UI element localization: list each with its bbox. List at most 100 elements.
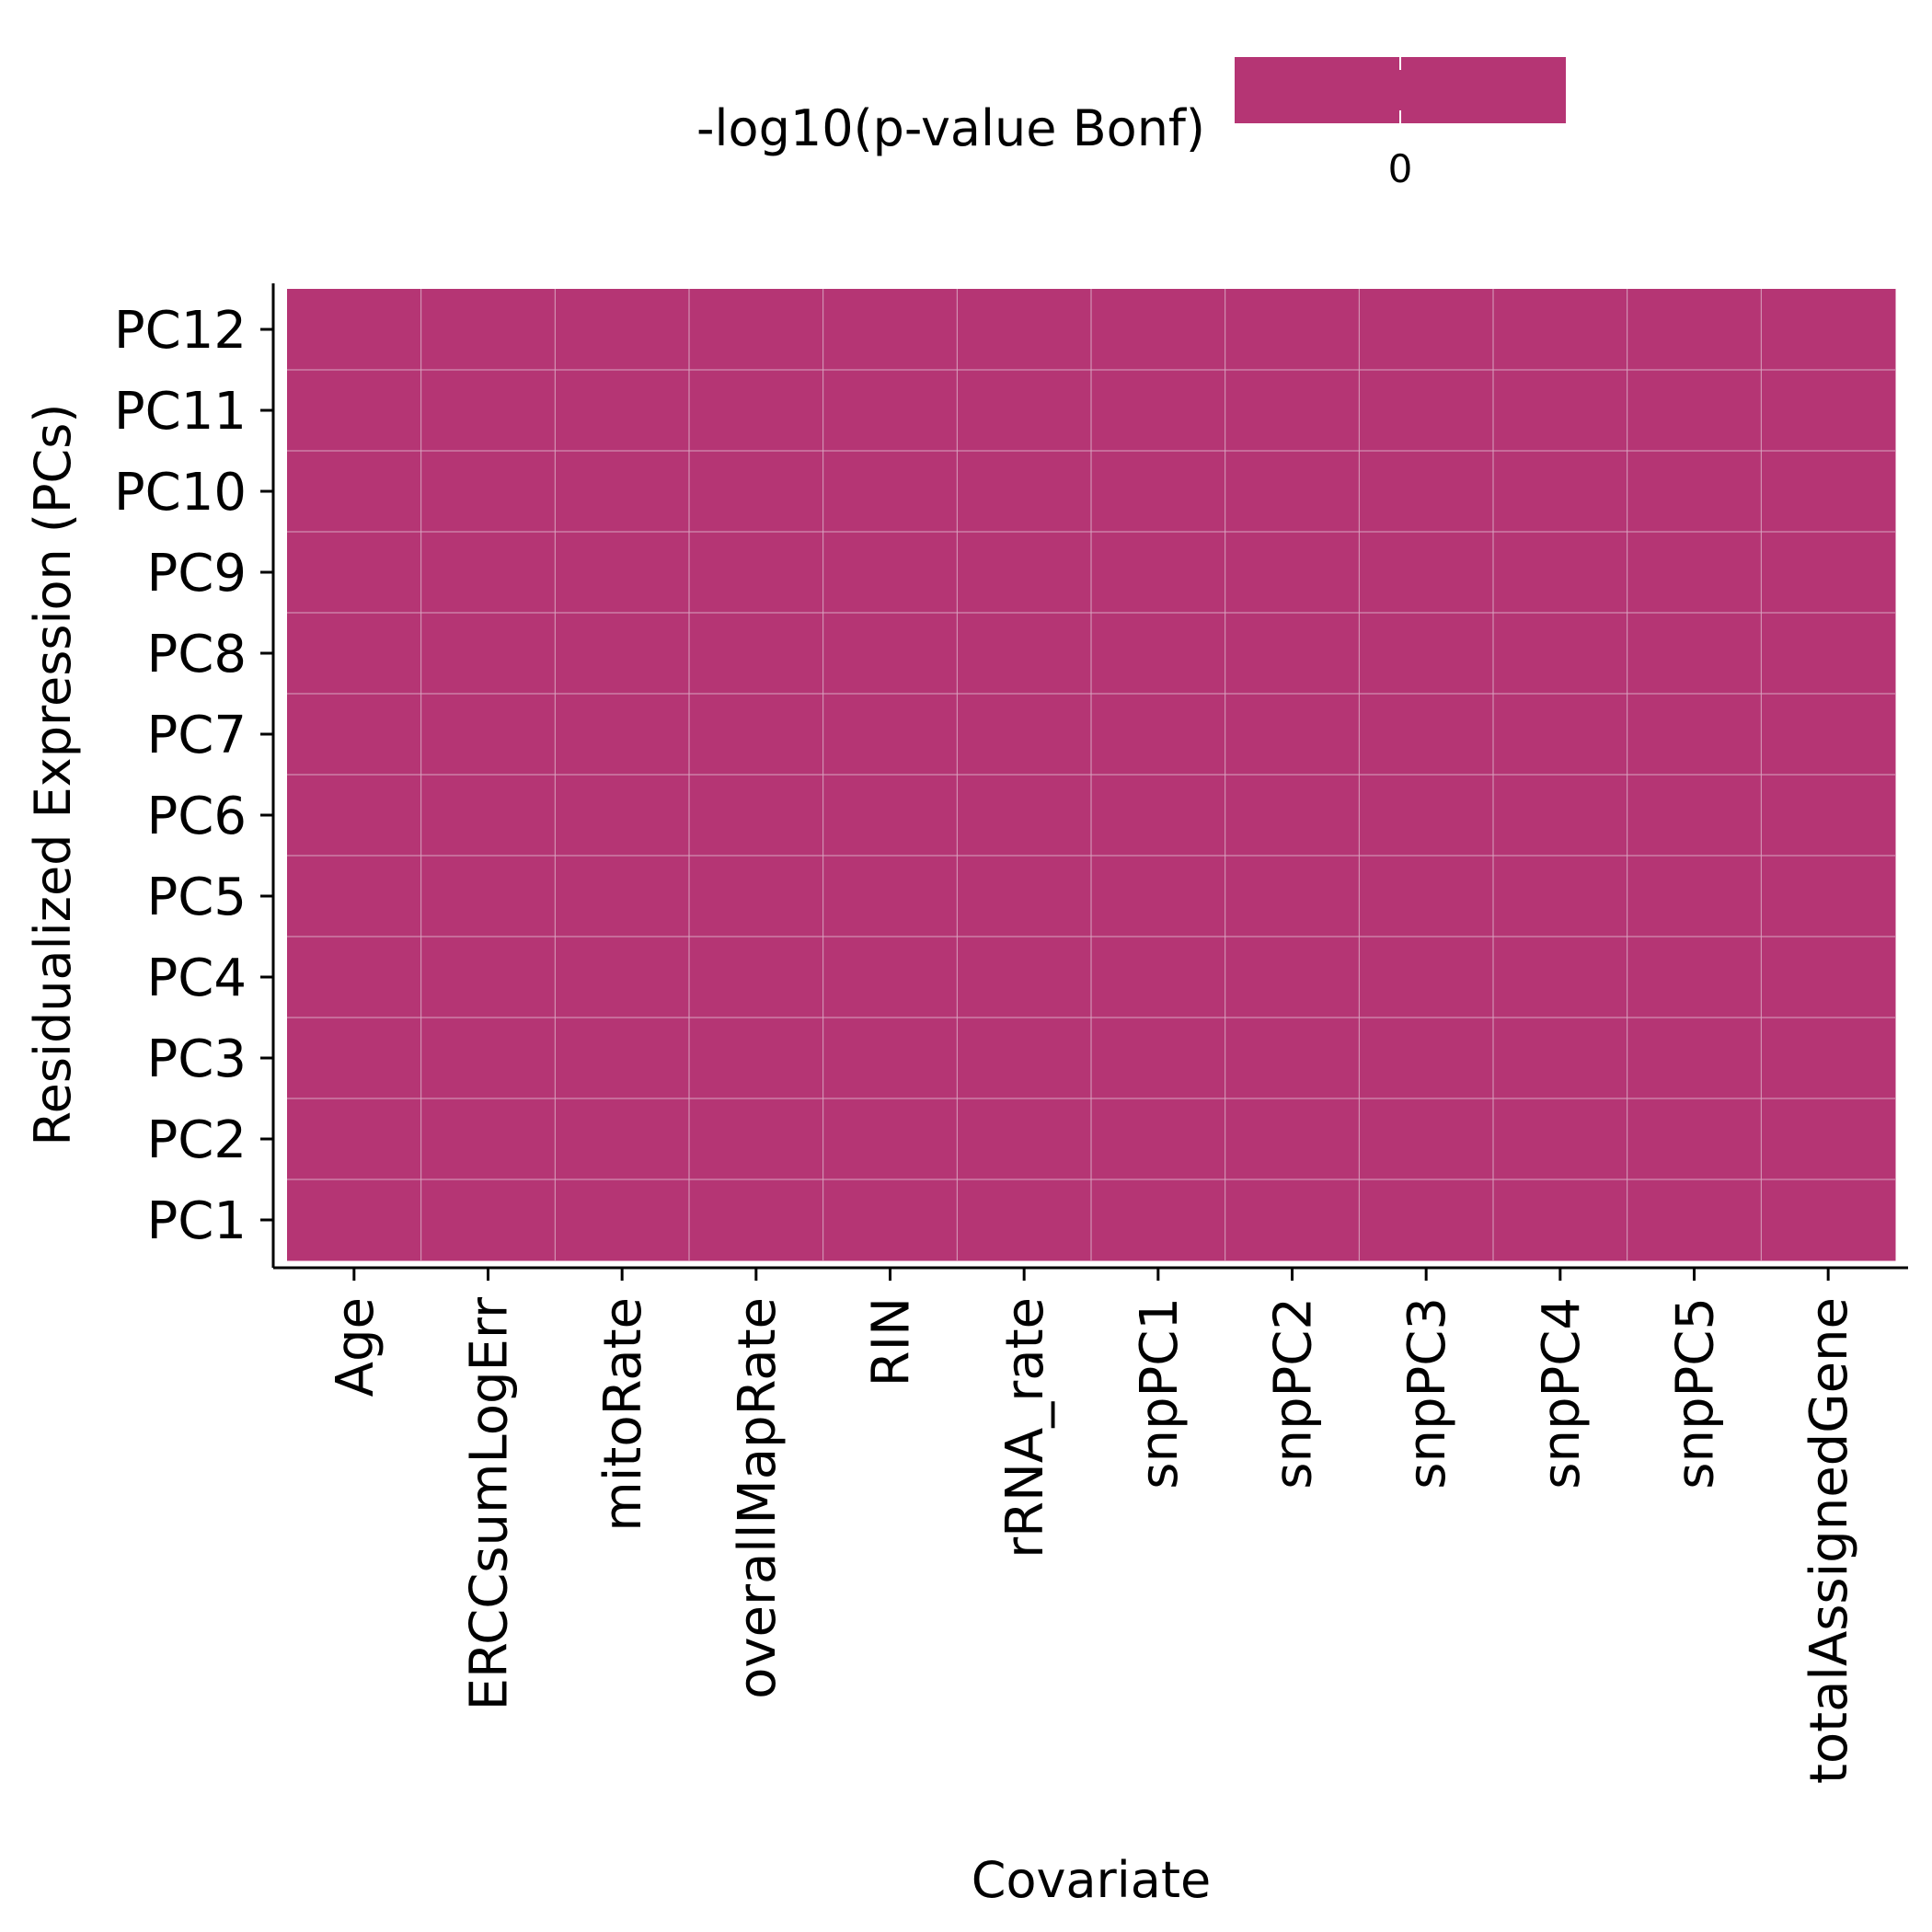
heatmap-cell	[287, 532, 422, 614]
heatmap-cell	[420, 532, 556, 614]
y-tick-label: PC11	[114, 382, 247, 442]
heatmap-cells	[287, 289, 1896, 1261]
heatmap-cell	[555, 937, 690, 1018]
heatmap-cell	[1359, 1179, 1494, 1261]
heatmap-cell	[287, 775, 422, 857]
heatmap-cell	[689, 289, 824, 371]
x-tick-label: totalAssignedGene	[1800, 1297, 1859, 1784]
heatmap-cell	[822, 1179, 958, 1261]
heatmap-cell	[1225, 532, 1360, 614]
heatmap-cell	[1091, 856, 1226, 937]
heatmap-cell	[1493, 694, 1628, 776]
heatmap-cell	[822, 937, 958, 1018]
heatmap-cell	[689, 1098, 824, 1180]
heatmap-cell	[1493, 937, 1628, 1018]
heatmap-cell	[420, 856, 556, 937]
heatmap-cell	[1225, 937, 1360, 1018]
x-tick-label: snpPC4	[1532, 1297, 1592, 1489]
heatmap-cell	[1761, 289, 1896, 371]
heatmap-cell	[1493, 1098, 1628, 1180]
heatmap-cell	[287, 937, 422, 1018]
y-tick-label: PC3	[147, 1029, 247, 1089]
y-tick-label: PC2	[147, 1110, 247, 1170]
x-tick-label: snpPC2	[1264, 1297, 1324, 1489]
x-tick-label: Age	[326, 1297, 385, 1397]
heatmap-cell	[689, 451, 824, 533]
heatmap-cell	[822, 451, 958, 533]
heatmap-cell	[420, 1018, 556, 1099]
y-axis-title: Residualized Expression (PCs)	[24, 404, 82, 1146]
heatmap-cell	[1493, 1018, 1628, 1099]
heatmap-cell	[1225, 289, 1360, 371]
heatmap-cell	[1091, 1018, 1226, 1099]
heatmap-cell	[555, 856, 690, 937]
heatmap-cell	[1761, 856, 1896, 937]
x-tick-label: RIN	[862, 1297, 922, 1386]
y-tick-label: PC4	[147, 949, 247, 1008]
heatmap-cell	[822, 856, 958, 937]
heatmap-cell	[1225, 1179, 1360, 1261]
heatmap-cell	[1493, 289, 1628, 371]
heatmap-cell	[1627, 775, 1762, 857]
heatmap-cell	[1091, 532, 1226, 614]
y-tick-label: PC8	[147, 625, 247, 684]
heatmap-cell	[1627, 289, 1762, 371]
heatmap-cell	[822, 532, 958, 614]
heatmap-cell	[822, 289, 958, 371]
heatmap-cell	[957, 289, 1092, 371]
heatmap-cell	[957, 613, 1092, 695]
heatmap-cell	[1761, 451, 1896, 533]
heatmap-cell	[1493, 856, 1628, 937]
heatmap-cell	[1493, 451, 1628, 533]
legend-title: -log10(p-value Bonf)	[696, 99, 1205, 157]
heatmap-cell	[1091, 1098, 1226, 1180]
y-tick-label: PC9	[147, 544, 247, 604]
y-tick-label: PC7	[147, 706, 247, 765]
heatmap-cell	[287, 370, 422, 452]
y-axis-ticks: PC1 PC2 PC3 PC4 PC5 PC6 PC7 PC8 PC9 PC10 PC11 PC12	[114, 301, 273, 1251]
heatmap-cell	[1091, 694, 1226, 776]
heatmap-cell	[287, 694, 422, 776]
heatmap-cell	[689, 532, 824, 614]
heatmap-cell	[957, 775, 1092, 857]
heatmap-cell	[1225, 1018, 1360, 1099]
heatmap-cell	[1091, 937, 1226, 1018]
heatmap-cell	[822, 613, 958, 695]
legend-tick-label: 0	[1388, 146, 1413, 191]
heatmap-cell	[689, 1179, 824, 1261]
y-tick-label: PC1	[147, 1191, 247, 1251]
heatmap-cell	[1091, 451, 1226, 533]
heatmap-cell	[555, 1098, 690, 1180]
heatmap-cell	[1225, 856, 1360, 937]
x-tick-label: mitoRate	[593, 1297, 653, 1532]
heatmap-cell	[287, 1018, 422, 1099]
heatmap-cell	[1359, 532, 1494, 614]
heatmap-cell	[957, 451, 1092, 533]
heatmap-cell	[1359, 775, 1494, 857]
heatmap-cell	[555, 289, 690, 371]
heatmap-cell	[287, 289, 422, 371]
heatmap-cell	[689, 856, 824, 937]
heatmap-cell	[287, 1179, 422, 1261]
x-axis-title: Covariate	[972, 1851, 1211, 1909]
heatmap-cell	[822, 1018, 958, 1099]
heatmap-cell	[1493, 613, 1628, 695]
heatmap-cell	[1091, 370, 1226, 452]
heatmap-cell	[957, 1098, 1092, 1180]
heatmap-cell	[957, 532, 1092, 614]
heatmap-cell	[957, 1018, 1092, 1099]
x-tick-label: overallMapRate	[728, 1297, 788, 1699]
heatmap-cell	[1225, 370, 1360, 452]
heatmap-cell	[689, 694, 824, 776]
heatmap-cell	[1359, 937, 1494, 1018]
heatmap-cell	[555, 613, 690, 695]
heatmap-cell	[1225, 1098, 1360, 1180]
heatmap-cell	[287, 1098, 422, 1180]
y-tick-label: PC10	[114, 463, 247, 523]
heatmap-cell	[957, 937, 1092, 1018]
heatmap-cell	[555, 1018, 690, 1099]
x-axis-ticks: Age ERCCsumLogErr mitoRate overallMapRate RI…	[326, 1268, 1859, 1784]
heatmap-cell	[287, 451, 422, 533]
heatmap-cell	[1493, 1179, 1628, 1261]
